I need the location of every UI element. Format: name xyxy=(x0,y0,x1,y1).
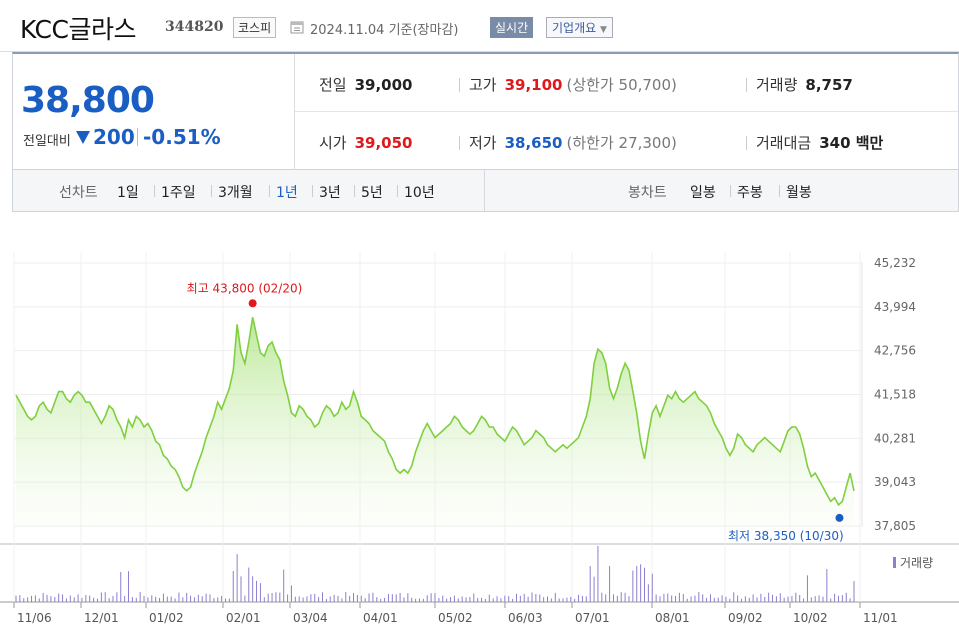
stat-low: 저가 38,650 (하한가 27,300) xyxy=(469,132,677,153)
company-info-button[interactable]: 기업개요 ▼ xyxy=(546,17,613,38)
calendar-icon xyxy=(290,21,304,34)
x-tick-label: 11/01 xyxy=(863,611,898,625)
divider xyxy=(746,78,747,92)
y-tick-label: 39,043 xyxy=(874,475,916,489)
y-tick-label: 43,994 xyxy=(874,300,916,314)
stat-label: 고가 xyxy=(469,76,497,94)
y-tick-label: 42,756 xyxy=(874,344,916,358)
x-tick-label: 03/04 xyxy=(293,611,328,625)
stat-value: 340 백만 xyxy=(819,134,884,152)
price-area xyxy=(16,317,854,526)
stat-value: 39,100 xyxy=(504,76,563,94)
realtime-button[interactable]: 실시간 xyxy=(490,17,534,38)
x-tick-label: 02/01 xyxy=(226,611,261,625)
stock-code: 344820 xyxy=(165,19,224,35)
stat-value: 8,757 xyxy=(805,76,853,94)
divider xyxy=(354,185,355,197)
divider xyxy=(211,185,212,197)
divider xyxy=(154,185,155,197)
change-label: 전일대비 xyxy=(23,134,71,149)
down-arrow-icon xyxy=(76,131,90,144)
price-chart[interactable]: 45,232 43,994 42,756 41,518 40,281 39,043 37,8… xyxy=(0,212,959,639)
stat-trade-value: 거래대금 340 백만 xyxy=(756,132,883,153)
y-tick-label: 45,232 xyxy=(874,256,916,270)
price-summary: 38,800 전일대비 200 -0.51% 전일 39,000 고가 39,100… xyxy=(12,52,959,170)
divider xyxy=(746,136,747,150)
row-divider xyxy=(295,111,958,112)
change-percent: -0.51% xyxy=(143,125,221,149)
x-tick-label: 10/02 xyxy=(793,611,828,625)
volume-legend-label: 거래량 xyxy=(900,556,933,570)
stat-open: 시가 39,050 xyxy=(319,132,413,153)
divider xyxy=(779,185,780,197)
x-tick-label: 05/02 xyxy=(438,611,473,625)
y-tick-label: 37,805 xyxy=(874,519,916,533)
stat-label: 거래량 xyxy=(756,76,798,94)
chevron-down-icon: ▼ xyxy=(600,25,607,35)
stat-label: 거래대금 xyxy=(756,134,812,152)
change-value: 200 xyxy=(93,125,135,149)
stat-value: 39,000 xyxy=(354,76,413,94)
y-tick-label: 41,518 xyxy=(874,388,916,402)
market-badge: 코스피 xyxy=(233,17,277,38)
max-label: 최고 43,800 (02/20) xyxy=(187,281,303,295)
divider xyxy=(397,185,398,197)
x-tick-label: 09/02 xyxy=(728,611,763,625)
max-marker xyxy=(248,299,257,308)
x-tick-label: 07/01 xyxy=(575,611,610,625)
line-chart-label: 선차트 xyxy=(59,185,98,201)
stat-label: 저가 xyxy=(469,134,497,152)
candle-period-1[interactable]: 일봉 xyxy=(690,185,716,201)
stock-header: KCC글라스 344820 코스피 2024.11.04 기준(장마감) 실시간… xyxy=(0,0,959,52)
current-price: 38,800 xyxy=(21,80,155,121)
candle-period-3[interactable]: 월봉 xyxy=(786,185,812,201)
candle-chart-label: 봉차트 xyxy=(628,185,667,201)
min-label: 최저 38,350 (10/30) xyxy=(728,529,844,543)
volume-legend-swatch xyxy=(893,557,896,568)
x-tick-label: 04/01 xyxy=(363,611,398,625)
divider xyxy=(269,185,270,197)
period-6[interactable]: 5년 xyxy=(361,185,383,201)
x-tick-label: 08/01 xyxy=(655,611,690,625)
x-tick-label: 11/06 xyxy=(17,611,52,625)
company-info-label: 기업개요 xyxy=(552,21,597,35)
divider xyxy=(137,128,138,146)
chart-canvas: 45,232 43,994 42,756 41,518 40,281 39,043 37,8… xyxy=(0,252,959,625)
divider xyxy=(459,136,460,150)
period-2[interactable]: 1주일 xyxy=(161,185,196,201)
period-1[interactable]: 1일 xyxy=(117,185,139,201)
stat-sub: (하한가 27,300) xyxy=(566,134,677,152)
period-3[interactable]: 3개월 xyxy=(218,185,253,201)
stat-value: 39,050 xyxy=(354,134,413,152)
period-selector: 선차트 1일 1주일 3개월 1년 3년 5년 10년 봉차트 일봉 주봉 월봉 xyxy=(12,170,959,212)
period-7[interactable]: 10년 xyxy=(404,185,435,201)
divider xyxy=(484,170,485,211)
period-4[interactable]: 1년 xyxy=(276,185,298,201)
divider xyxy=(312,185,313,197)
stat-value: 38,650 xyxy=(504,134,563,152)
company-name: KCC글라스 xyxy=(20,15,136,44)
x-tick-label: 01/02 xyxy=(149,611,184,625)
y-tick-label: 40,281 xyxy=(874,431,916,445)
stat-prev-close: 전일 39,000 xyxy=(319,74,413,95)
stat-high: 고가 39,100 (상한가 50,700) xyxy=(469,74,677,95)
stat-label: 전일 xyxy=(319,76,347,94)
date-text: 2024.11.04 기준(장마감) xyxy=(310,23,459,38)
stat-label: 시가 xyxy=(319,134,347,152)
min-marker xyxy=(835,513,844,522)
price-line xyxy=(15,317,855,507)
stat-sub: (상한가 50,700) xyxy=(566,76,677,94)
divider xyxy=(459,78,460,92)
period-5[interactable]: 3년 xyxy=(319,185,341,201)
x-tick-label: 06/03 xyxy=(508,611,543,625)
x-tick-label: 12/01 xyxy=(84,611,119,625)
candle-period-2[interactable]: 주봉 xyxy=(737,185,763,201)
price-block: 38,800 전일대비 200 -0.51% xyxy=(13,54,295,170)
divider xyxy=(730,185,731,197)
stat-volume: 거래량 8,757 xyxy=(756,74,853,95)
